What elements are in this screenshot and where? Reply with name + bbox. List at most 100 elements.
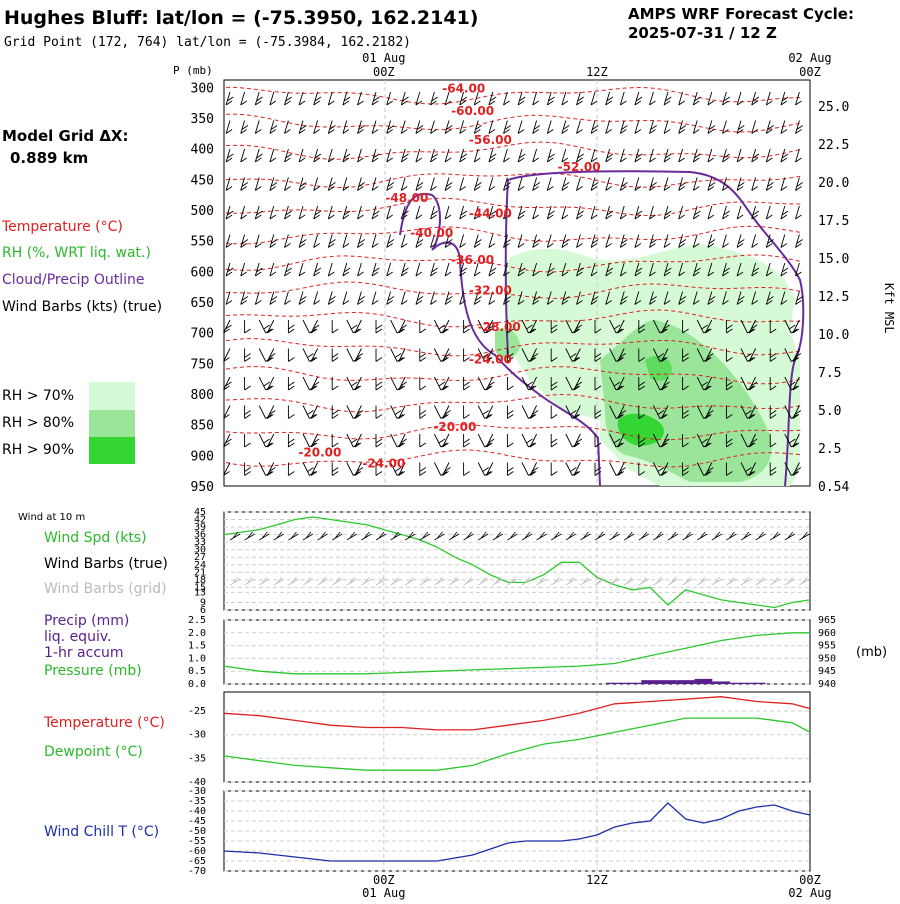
wind-barb [792,376,800,391]
y-tick-label: -70 [188,866,206,877]
wind-barb-grid [667,576,679,586]
wind-barb [442,348,451,362]
wind-barb-grid [463,576,474,586]
wind-barb [707,262,715,277]
y-tick-label: 0.5 [188,666,206,677]
wind-barb [254,205,263,220]
wind-barb [748,433,758,448]
wind-barbs-true-label: Wind Barbs (true) [44,556,168,572]
wind-barb [506,377,514,391]
wind-barb [532,262,539,277]
wind-barb [506,434,514,448]
wind-barb [415,148,423,163]
wind-barb [459,148,468,163]
wind-barb [400,177,408,191]
wind-barb [649,177,657,191]
wind-barb [354,462,364,476]
y-tick-label: -40 [188,806,206,817]
y-tick-label: -35 [188,796,206,807]
wind-barb-grid [726,576,737,586]
wind-barb [444,205,452,220]
wind-barb [225,177,233,191]
wind-barb [354,348,364,362]
wind-barb [517,177,525,191]
wind-barb [430,91,438,106]
wind-barb [488,148,497,163]
y-tick-label: 13 [194,587,206,598]
wind-barb [661,376,670,391]
precip-panel-frame [223,619,811,685]
wind-barb-true [346,531,358,541]
wind-barb [400,262,409,277]
height-tick: 20.0 [818,176,849,191]
wind-barb [503,291,511,305]
wind-barb [419,434,427,448]
temperature-contour-labels: -64.00 -60.00 -56.00 -52.00 -48.00 -44.00 -40.… [298,81,600,470]
wind-barb [225,120,233,134]
wind-barb-grid [507,576,518,586]
y-tick-label: 1.0 [188,653,206,664]
wind-barb [463,405,470,419]
wind-barb [327,148,335,163]
wind-barb [488,234,496,248]
wind-barb [619,262,627,277]
height-tick: 7.5 [818,366,841,381]
wind-barb-true [740,531,752,541]
wind-barb [634,120,642,134]
wind-barb [371,120,379,134]
wind-barb [605,91,614,106]
wind-barb [550,348,558,362]
wind-barb [444,148,452,163]
precip-pressure-panel: Precip (mm) liq. equiv. 1-hr accum Press… [44,613,887,690]
y-tick-label: -25 [188,706,206,717]
wind-barb [415,120,424,134]
wind-barb [529,376,538,391]
wind-speed-line [223,516,811,609]
wind-barb [751,148,760,163]
wind-barb [736,291,745,305]
wind-barb [532,177,541,191]
pressure-tick: 900 [191,449,214,464]
precip-bar [747,682,766,684]
temperature-contour [225,424,803,441]
wind-barb [594,348,602,362]
wind-barb [725,320,733,334]
wind-barb [661,433,670,448]
wind-barb [269,120,278,134]
wind-barb [576,120,583,134]
pressure-tick: 955 [818,641,836,652]
wind-barb [298,120,307,134]
temperature-contour-label: -60.00 [451,104,494,118]
wind-barb [546,120,554,134]
rh-legend-swatch-70 [89,382,135,410]
wind-barb [313,148,322,163]
wind-barb [371,291,379,305]
wind-barb-true [594,531,606,541]
top-time-label: 12Z [586,65,608,79]
wind-barb [682,434,689,448]
wind-barb-grid [550,576,562,586]
wind-barb [576,205,584,220]
temperature-series-label: Temperature (°C) [43,715,165,731]
height-tick: 10.0 [818,328,849,343]
wind-barb-true [331,531,343,541]
precip-bar [694,678,713,684]
wind-barb [254,234,262,248]
wind-barb [707,91,715,106]
wind-barb-true [463,531,474,541]
wind-barb [266,433,275,448]
wind-barb [792,348,802,362]
wind-barb [327,234,336,248]
pressure-tick: 960 [818,628,836,639]
wind-barb-true [404,531,416,541]
cloud-outline-label: Cloud/Precip Outline [2,272,145,288]
wind-barb-grid [258,576,270,586]
wind-barb [707,291,716,305]
wind-barb [313,91,322,106]
wind-barb [605,291,612,305]
temperature-label: Temperature (°C) [1,219,123,235]
bottom-time-label: 00Z [373,873,395,887]
wind-barb-grid [434,576,445,586]
top-date-label: 01 Aug [362,51,405,65]
wind-barb [269,234,278,248]
